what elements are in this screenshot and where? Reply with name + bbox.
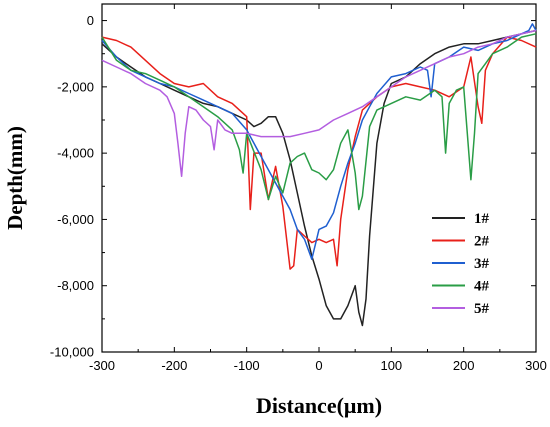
y-tick-label: 0 — [87, 13, 94, 28]
series-line-3 — [101, 23, 537, 260]
series-line-4 — [101, 33, 537, 211]
legend: 1# 2# 3# 4# 5# — [432, 211, 490, 317]
x-axis: -300 -200 -100 0 100 200 300 — [89, 4, 547, 373]
legend-label-2: 2# — [474, 234, 490, 250]
legend-label-1: 1# — [474, 211, 490, 227]
x-tick-label: 100 — [380, 358, 402, 373]
series-line-5 — [101, 29, 537, 178]
y-axis-title: Depth(mm) — [3, 126, 27, 230]
x-axis-title: Distance(μm) — [256, 393, 382, 418]
legend-label-5: 5# — [474, 301, 490, 317]
y-tick-label: -10,000 — [50, 345, 94, 360]
y-axis: 0 -2,000 -4,000 -6,000 -8,000 -10,000 — [50, 13, 536, 360]
series-line-1 — [101, 29, 537, 327]
legend-label-3: 3# — [474, 256, 490, 272]
x-tick-label: -300 — [89, 358, 115, 373]
legend-label-4: 4# — [474, 279, 490, 295]
y-tick-label: -6,000 — [57, 212, 94, 227]
y-tick-label: -4,000 — [57, 146, 94, 161]
x-tick-label: -200 — [161, 358, 187, 373]
x-tick-label: -100 — [234, 358, 260, 373]
y-tick-label: -2,000 — [57, 79, 94, 94]
x-tick-label: 300 — [525, 358, 547, 373]
series-layer — [101, 23, 537, 327]
plot-area-frame — [101, 3, 537, 353]
y-tick-label: -8,000 — [57, 278, 94, 293]
x-tick-label: 0 — [315, 358, 322, 373]
x-tick-label: 200 — [453, 358, 475, 373]
series-line-2 — [101, 36, 537, 270]
